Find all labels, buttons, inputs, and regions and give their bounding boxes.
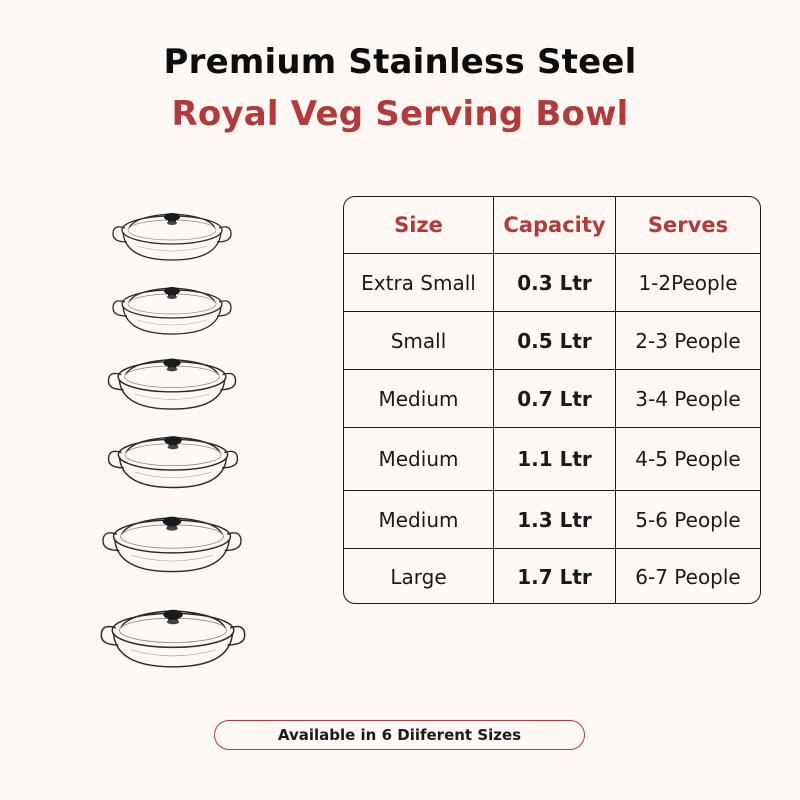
serving-bowl-icon [112, 213, 232, 261]
serving-bowl-icon [107, 436, 239, 489]
page-subtitle: Royal Veg Serving Bowl [171, 94, 629, 134]
header-capacity: Capacity [494, 197, 616, 253]
size-cell: Small [344, 312, 494, 369]
table-header-row: Size Capacity Serves [344, 197, 760, 254]
page-title: Premium Stainless Steel [163, 42, 637, 82]
serves-cell: 4-5 People [635, 447, 741, 471]
bowl-illustrations [90, 190, 260, 690]
serving-bowl-icon [112, 287, 232, 335]
header-serves: Serves [647, 213, 729, 237]
table-row: Small 0.5 Ltr 2-3 People [344, 312, 760, 370]
capacity-cell: 1.7 Ltr [494, 549, 616, 603]
capacity-cell: 1.1 Ltr [494, 428, 616, 490]
serving-bowl-icon [100, 609, 246, 668]
size-cell: Extra Small [344, 254, 494, 311]
table-row: Medium 1.1 Ltr 4-5 People [344, 428, 760, 491]
serves-cell: 1-2People [638, 270, 738, 295]
serving-bowl-icon [102, 516, 242, 573]
size-cell: Medium [344, 428, 494, 490]
table-row: Large 1.7 Ltr 6-7 People [344, 549, 760, 603]
serves-cell: 6-7 People [635, 565, 741, 589]
header-size: Size [344, 197, 494, 253]
table-row: Extra Small 0.3 Ltr 1-2People [344, 254, 760, 312]
size-table: Size Capacity Serves Extra Small 0.3 Ltr… [343, 196, 761, 604]
capacity-cell: 0.5 Ltr [494, 312, 616, 369]
capacity-cell: 0.7 Ltr [494, 370, 616, 427]
capacity-cell: 0.3 Ltr [494, 254, 616, 311]
size-cell: Large [344, 549, 494, 603]
serving-bowl-icon [107, 358, 237, 410]
table-row: Medium 1.3 Ltr 5-6 People [344, 491, 760, 549]
serves-cell: 2-3 People [635, 328, 741, 353]
serves-cell: 5-6 People [635, 507, 741, 532]
serves-cell: 3-4 People [635, 386, 741, 411]
table-row: Medium 0.7 Ltr 3-4 People [344, 370, 760, 428]
capacity-cell: 1.3 Ltr [494, 491, 616, 548]
size-cell: Medium [344, 370, 494, 427]
size-cell: Medium [344, 491, 494, 548]
availability-badge: Available in 6 Diiferent Sizes [214, 720, 585, 750]
